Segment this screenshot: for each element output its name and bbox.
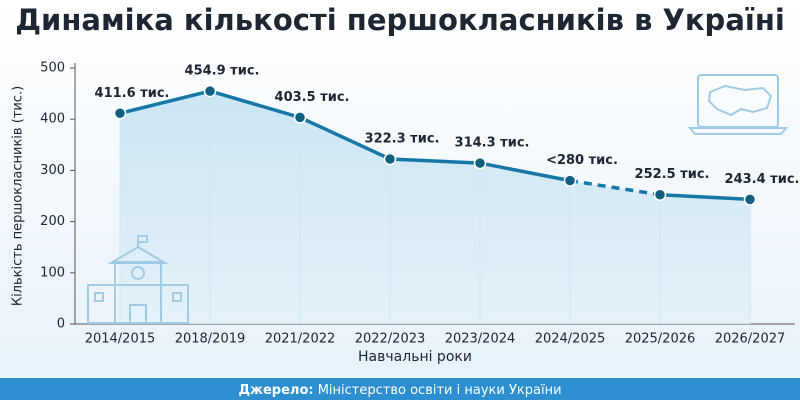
x-tick-label: 2025/2026 bbox=[625, 332, 696, 347]
source-text: Міністерство освіти і науки України bbox=[318, 383, 562, 398]
x-tick-label: 2021/2022 bbox=[265, 332, 336, 347]
value-label: <280 тис. bbox=[546, 153, 618, 168]
y-axis-label: Кількість першокласників (тис.) bbox=[11, 86, 26, 306]
value-label: 411.6 тис. bbox=[95, 86, 170, 101]
source: Джерело: Міністерство освіти і науки Укр… bbox=[238, 383, 561, 398]
marker bbox=[383, 152, 397, 166]
y-tick-label: 500 bbox=[40, 61, 65, 76]
y-tick-label: 0 bbox=[57, 317, 65, 332]
y-tick-label: 300 bbox=[40, 163, 65, 178]
chart-title: Динаміка кількості першокласників в Укра… bbox=[15, 3, 785, 37]
line-segment bbox=[119, 89, 211, 115]
source-label: Джерело: bbox=[238, 383, 313, 398]
footer-band bbox=[0, 378, 800, 400]
value-label: 314.3 тис. bbox=[455, 136, 530, 151]
marker bbox=[113, 107, 127, 120]
x-tick-label: 2018/2019 bbox=[175, 332, 246, 347]
x-tick-label: 2014/2015 bbox=[85, 332, 156, 347]
marker bbox=[473, 156, 487, 170]
value-label: 252.5 тис. bbox=[635, 167, 710, 182]
x-axis-label: Навчальні роки bbox=[358, 349, 472, 365]
value-label: 403.5 тис. bbox=[275, 90, 350, 105]
value-label: 243.4 тис. bbox=[725, 172, 800, 187]
x-tick-label: 2022/2023 bbox=[355, 332, 426, 347]
area bbox=[120, 91, 750, 324]
y-tick-label: 100 bbox=[40, 265, 65, 280]
x-tick-label: 2026/2027 bbox=[715, 332, 786, 347]
line-segment bbox=[569, 178, 661, 197]
plot: 0 100 200 300 400 500 2014/2015 2018/2019 2021/2… bbox=[40, 61, 799, 347]
marker bbox=[203, 84, 217, 98]
line-segment bbox=[209, 89, 301, 120]
line-segment bbox=[479, 161, 571, 183]
line-segment bbox=[389, 157, 481, 165]
line-segment bbox=[659, 192, 751, 202]
laptop-icon bbox=[687, 74, 789, 135]
x-tick-label: 2024/2025 bbox=[535, 332, 606, 347]
marker bbox=[563, 174, 577, 187]
marker bbox=[653, 188, 667, 201]
marker bbox=[293, 111, 307, 124]
line-segment bbox=[299, 115, 391, 161]
y-tick-label: 200 bbox=[40, 214, 65, 229]
value-label: 322.3 тис. bbox=[365, 131, 440, 146]
y-tick-label: 400 bbox=[40, 112, 65, 127]
value-label: 454.9 тис. bbox=[185, 64, 260, 79]
x-tick-label: 2023/2024 bbox=[445, 332, 516, 347]
school-icon bbox=[87, 235, 189, 324]
marker bbox=[743, 193, 757, 206]
